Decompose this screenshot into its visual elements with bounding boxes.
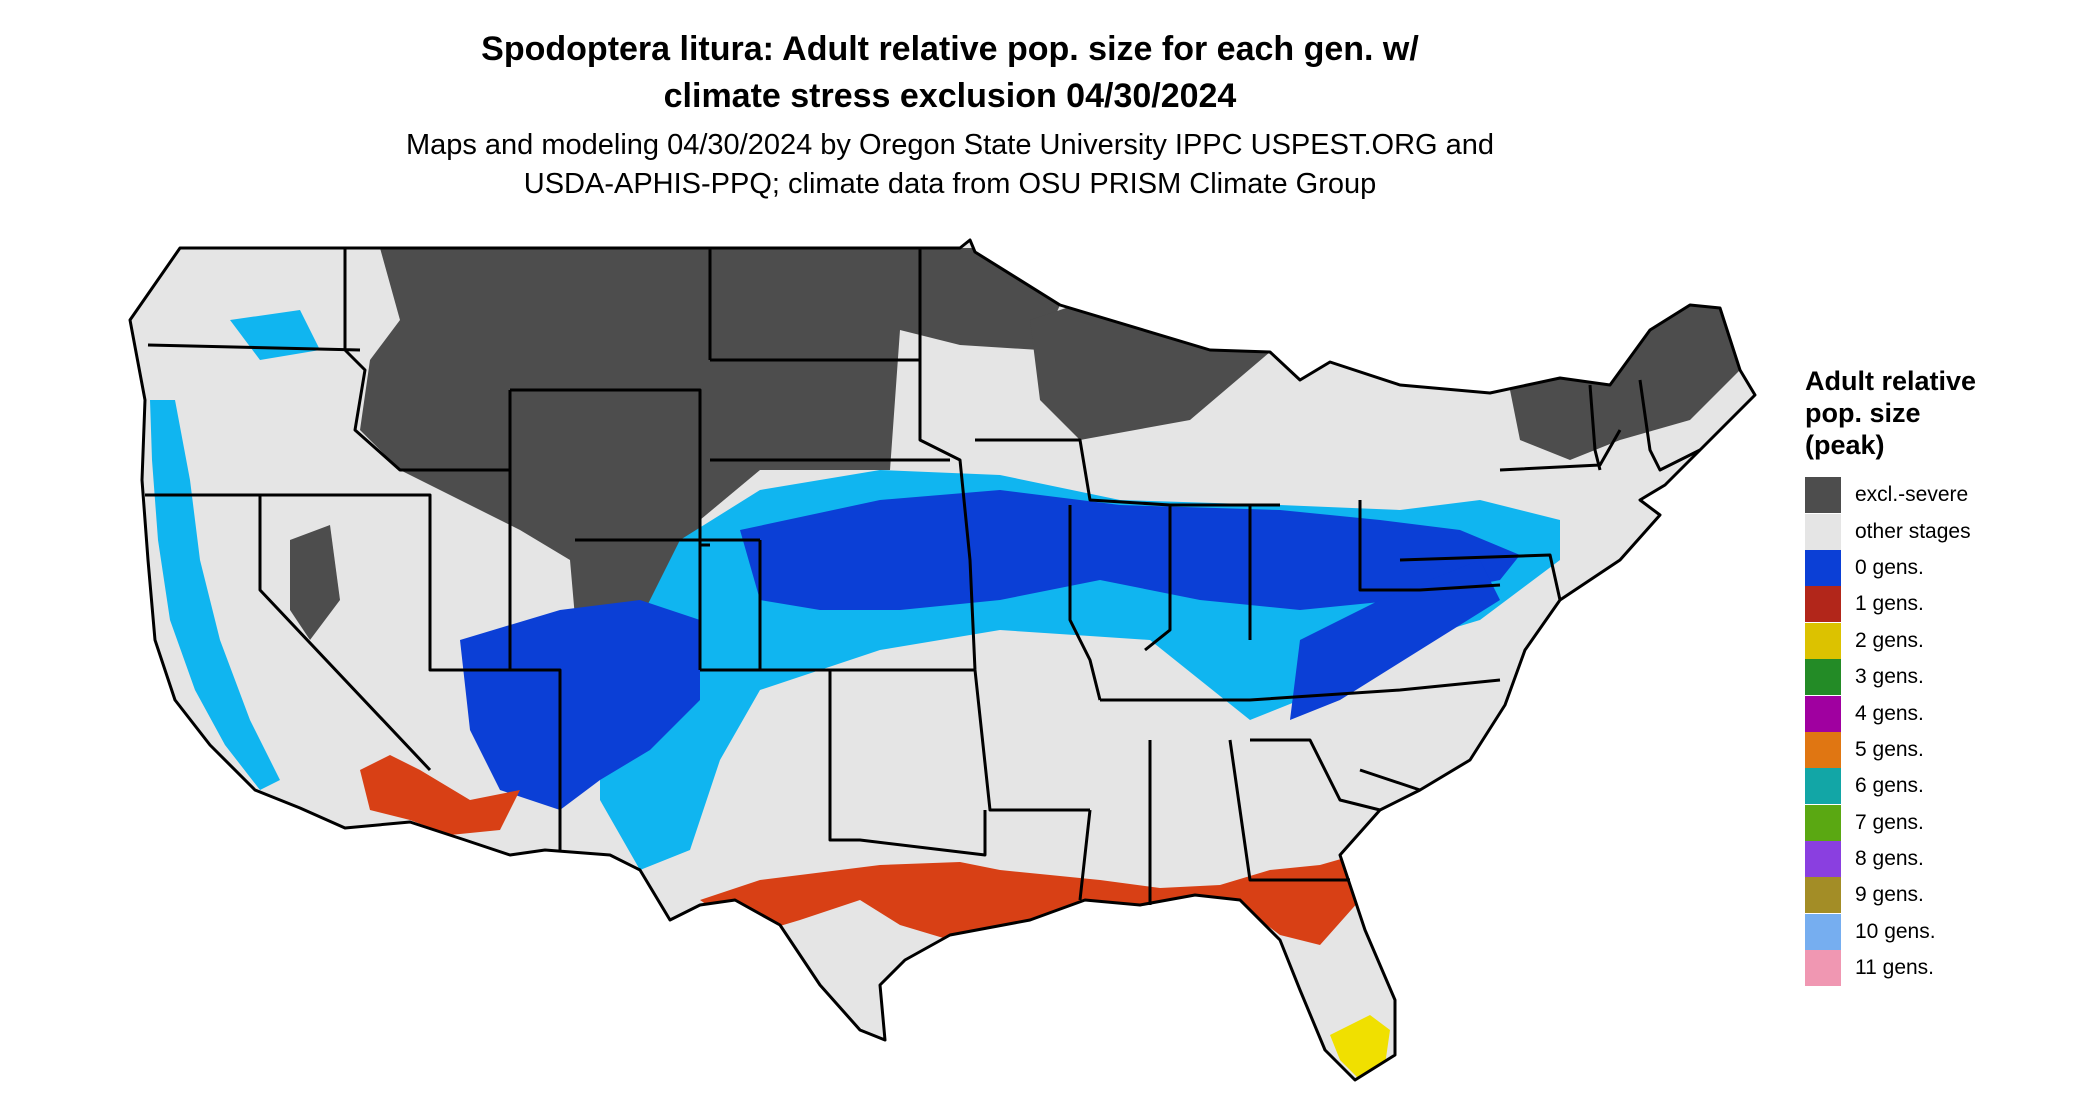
legend-item: other stages	[1805, 513, 2085, 550]
legend-swatch	[1805, 877, 1841, 914]
legend-item: 4 gens.	[1805, 695, 2085, 732]
one-gen-gulf-coast	[700, 855, 1360, 945]
legend-label: 0 gens.	[1855, 555, 1924, 579]
legend-swatch	[1805, 513, 1841, 550]
legend-label: 5 gens.	[1855, 737, 1924, 761]
legend-label: other stages	[1855, 519, 1971, 543]
legend-label: 1 gens.	[1855, 592, 1924, 616]
legend-swatch	[1805, 695, 1841, 732]
legend-swatch	[1805, 768, 1841, 805]
legend-swatch	[1805, 950, 1841, 987]
legend-item: 6 gens.	[1805, 768, 2085, 805]
legend-item: excl.-severe	[1805, 477, 2085, 514]
legend-item: 2 gens.	[1805, 622, 2085, 659]
legend-label: 11 gens.	[1855, 956, 1935, 980]
legend-swatch	[1805, 622, 1841, 659]
legend-label: 2 gens.	[1855, 628, 1924, 652]
legend-title-line-1: Adult relative	[1805, 366, 1977, 396]
legend-label: 7 gens.	[1855, 810, 1924, 834]
map-regions	[150, 248, 1740, 1080]
subtitle-line-1: Maps and modeling 04/30/2024 by Oregon S…	[405, 129, 1495, 161]
excluded-northeast-region	[1510, 305, 1740, 460]
legend-title: Adult relative pop. size (peak)	[1805, 365, 2085, 461]
legend-item: 0 gens.	[1805, 549, 2085, 586]
one-gen-arizona	[360, 755, 520, 835]
title-line-1: Spodoptera litura: Adult relative pop. s…	[481, 30, 1419, 68]
subtitle-line-2: USDA-APHIS-PPQ; climate data from OSU PR…	[523, 168, 1377, 200]
legend-swatch	[1805, 659, 1841, 696]
map-subtitle: Maps and modeling 04/30/2024 by Oregon S…	[0, 126, 1900, 204]
zero-gens-appalachian	[1290, 560, 1500, 720]
legend-swatch	[1805, 477, 1841, 514]
legend-swatch	[1805, 549, 1841, 586]
legend-item: 1 gens.	[1805, 586, 2085, 623]
legend-title-line-3: (peak)	[1805, 430, 1885, 460]
outer-border	[128, 238, 1757, 1082]
legend-item: 9 gens.	[1805, 877, 2085, 914]
legend-label: 4 gens.	[1855, 701, 1924, 725]
map-title: Spodoptera litura: Adult relative pop. s…	[0, 26, 1900, 120]
legend-swatch	[1805, 913, 1841, 950]
legend-label: 3 gens.	[1855, 665, 1924, 689]
title-line-2: climate stress exclusion 04/30/2024	[663, 77, 1237, 115]
state-borders	[128, 238, 1757, 1082]
legend: Adult relative pop. size (peak) excl.-se…	[1805, 365, 2085, 987]
legend-item: 8 gens.	[1805, 841, 2085, 878]
legend-item: 7 gens.	[1805, 804, 2085, 841]
legend-swatch	[1805, 804, 1841, 841]
interior-borders	[145, 248, 1701, 905]
zero-gens-dark-band	[740, 490, 1520, 610]
two-gens-south-florida	[1330, 1015, 1390, 1080]
legend-label: 6 gens.	[1855, 774, 1924, 798]
legend-label: 8 gens.	[1855, 847, 1924, 871]
excluded-west-patch	[290, 525, 340, 640]
legend-label: 9 gens.	[1855, 883, 1924, 907]
zero-gens-southwest-band	[460, 600, 700, 810]
us-map	[128, 238, 1757, 1082]
legend-label: excl.-severe	[1855, 483, 1969, 507]
legend-swatch	[1805, 841, 1841, 878]
legend-item: 3 gens.	[1805, 659, 2085, 696]
legend-item: 10 gens.	[1805, 913, 2085, 950]
zero-gens-pacific-coast	[150, 400, 280, 790]
legend-item: 5 gens.	[1805, 731, 2085, 768]
legend-swatch	[1805, 586, 1841, 623]
legend-items: excl.-severe other stages 0 gens. 1 gens. 2 …	[1805, 477, 2085, 987]
legend-label: 10 gens.	[1855, 919, 1936, 943]
legend-item: 11 gens.	[1805, 950, 2085, 987]
legend-title-line-2: pop. size	[1805, 398, 1921, 428]
legend-swatch	[1805, 731, 1841, 768]
